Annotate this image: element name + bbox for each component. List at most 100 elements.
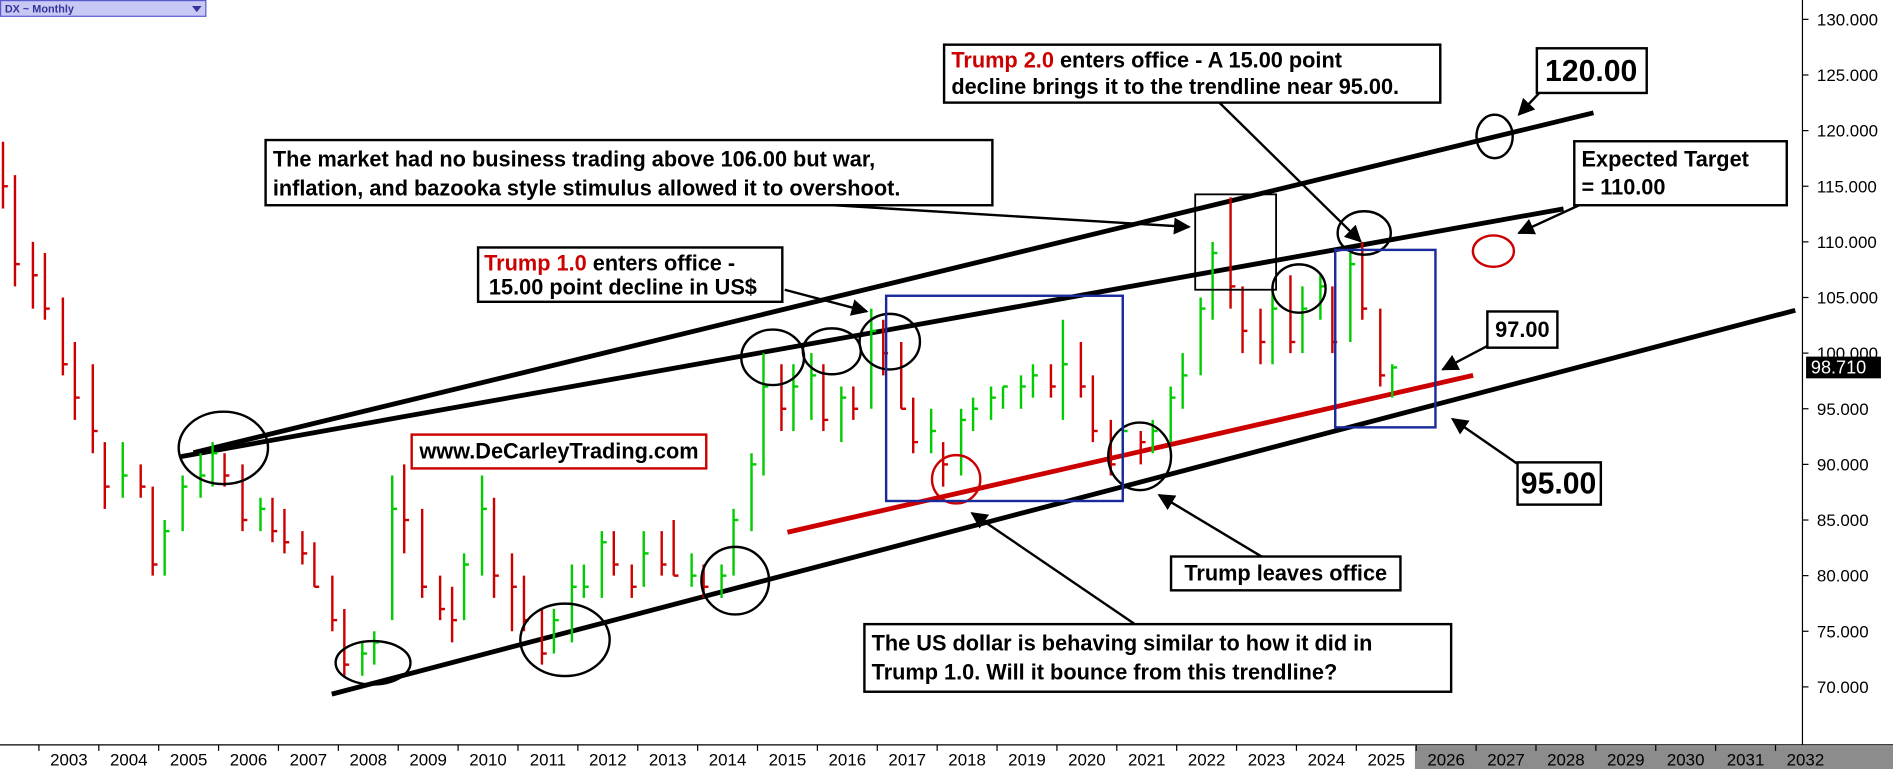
- x-tick-label: 2017: [888, 750, 926, 769]
- x-tick-label: 2010: [469, 750, 507, 769]
- annotation-highlight: Trump 1.0: [484, 250, 587, 275]
- annotation-text: The market had no business trading above…: [273, 147, 875, 172]
- x-tick-label: 2009: [409, 750, 447, 769]
- y-tick-label: 120.000: [1817, 122, 1878, 141]
- annotation-text: 97.00: [1495, 317, 1549, 342]
- x-tick-label: 2015: [769, 750, 807, 769]
- ring: [801, 327, 862, 376]
- annotation-text: Trump 2.0 enters office - A 15.00 point: [951, 48, 1342, 73]
- annotations: The market had no business trading above…: [264, 43, 1788, 693]
- y-tick-label: 110.000: [1817, 233, 1877, 252]
- x-tick-label: 2021: [1128, 750, 1166, 769]
- ring: [858, 312, 922, 371]
- y-tick-label: 75.000: [1817, 622, 1869, 641]
- x-tick-label: 2012: [589, 750, 627, 769]
- annotation-box: [1573, 140, 1788, 207]
- dropdown-icon[interactable]: [191, 6, 202, 13]
- x-tick-label: 2018: [948, 750, 986, 769]
- trendline: [331, 307, 1796, 697]
- annotation-box: [1486, 310, 1559, 349]
- arrow: [1517, 204, 1580, 235]
- annotation-text: The US dollar is behaving similar to how…: [872, 631, 1373, 656]
- x-tick-label: 2027: [1487, 750, 1525, 769]
- arrow: [832, 204, 1191, 235]
- x-tick-label: 2008: [349, 750, 387, 769]
- x-tick-label: 2019: [1008, 750, 1046, 769]
- ring: [1336, 210, 1392, 256]
- annotation-box: [1169, 555, 1402, 592]
- annotation-highlight: Trump 2.0: [951, 48, 1054, 73]
- x-tick-label: 2022: [1188, 750, 1226, 769]
- x-tick-label: 2011: [530, 750, 566, 769]
- x-tick-label: 2013: [649, 750, 687, 769]
- annotation-box: [942, 43, 1442, 104]
- arrow: [1218, 101, 1362, 243]
- plot-area: [1, 110, 1796, 697]
- annotation-box: [1535, 47, 1648, 95]
- x-tick-label: 2004: [110, 750, 148, 769]
- x-tick-label: 2007: [290, 750, 328, 769]
- annotation-box: [264, 138, 994, 207]
- annotation-text: 95.00: [1521, 468, 1597, 501]
- y-tick-label: 80.000: [1817, 567, 1869, 586]
- highlight-box: [1194, 193, 1277, 291]
- arrow: [784, 288, 869, 316]
- y-tick-label: 125.000: [1817, 66, 1878, 85]
- ring: [700, 545, 771, 616]
- annotation-box: [1516, 461, 1603, 506]
- chart-title: DX ~ Monthly: [5, 4, 74, 16]
- highlights: [177, 113, 1516, 686]
- y-tick-label: 85.000: [1817, 511, 1869, 530]
- annotation-text: decline brings it to the trendline near …: [951, 74, 1399, 99]
- x-tick-label: 2025: [1367, 750, 1405, 769]
- annotation-box: [863, 622, 1453, 693]
- y-tick-label: 105.000: [1817, 289, 1878, 308]
- y-tick-label: 130.000: [1817, 10, 1878, 29]
- ring: [334, 639, 412, 686]
- arrow: [1517, 92, 1541, 116]
- title-box[interactable]: [0, 0, 207, 17]
- last-value-box: [1806, 356, 1881, 379]
- x-tick-label: 2023: [1248, 750, 1286, 769]
- x-tick-label: 2005: [170, 750, 208, 769]
- y-tick-label: 90.000: [1817, 455, 1869, 474]
- x-tick-label: 2014: [709, 750, 747, 769]
- x-tick-label: 2006: [230, 750, 268, 769]
- annotation-text: = 110.00: [1582, 174, 1666, 199]
- x-tick-label: 2020: [1068, 750, 1106, 769]
- annotation-text: Trump 1.0. Will it bounce from this tren…: [872, 660, 1338, 685]
- annotation-text: inflation, and bazooka style stimulus al…: [273, 176, 901, 201]
- x-tick-label: 2003: [50, 750, 88, 769]
- ring: [740, 328, 806, 387]
- x-tick-label: 2032: [1787, 750, 1825, 769]
- x-tick-label: 2030: [1667, 750, 1705, 769]
- highlight-box: [1334, 248, 1437, 429]
- x-tick-label: 2029: [1607, 750, 1645, 769]
- arrow: [970, 512, 1136, 626]
- annotation-text: 15.00 point decline in US$: [489, 275, 757, 300]
- annotation-text: Expected Target: [1582, 147, 1749, 172]
- arrows: [784, 92, 1580, 626]
- ring: [1475, 113, 1514, 160]
- annotation-text: enters office -: [587, 250, 735, 275]
- x-tick-label: 2024: [1308, 750, 1346, 769]
- arrow: [1450, 417, 1520, 466]
- trendline: [192, 110, 1595, 456]
- highlight-box: [884, 294, 1124, 503]
- trendline: [786, 373, 1474, 535]
- x-tick-label: 2016: [829, 750, 867, 769]
- ring: [177, 410, 270, 486]
- ring: [1471, 234, 1516, 269]
- x-tick-label: 2031: [1727, 750, 1765, 769]
- annotation-text: Trump leaves office: [1184, 561, 1387, 586]
- annotation-text: enters office - A 15.00 point: [1054, 48, 1342, 73]
- annotation-box: [476, 246, 784, 304]
- arrow: [1157, 493, 1263, 558]
- ring: [930, 453, 982, 505]
- annotation-box: [410, 433, 708, 470]
- ring: [1271, 263, 1327, 314]
- annotation-text: 120.00: [1545, 55, 1637, 88]
- x-tick-label: 2028: [1547, 750, 1585, 769]
